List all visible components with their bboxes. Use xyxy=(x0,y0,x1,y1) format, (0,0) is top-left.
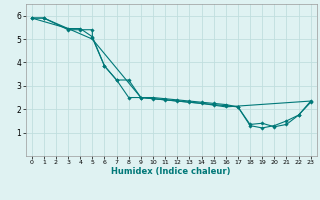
X-axis label: Humidex (Indice chaleur): Humidex (Indice chaleur) xyxy=(111,167,231,176)
